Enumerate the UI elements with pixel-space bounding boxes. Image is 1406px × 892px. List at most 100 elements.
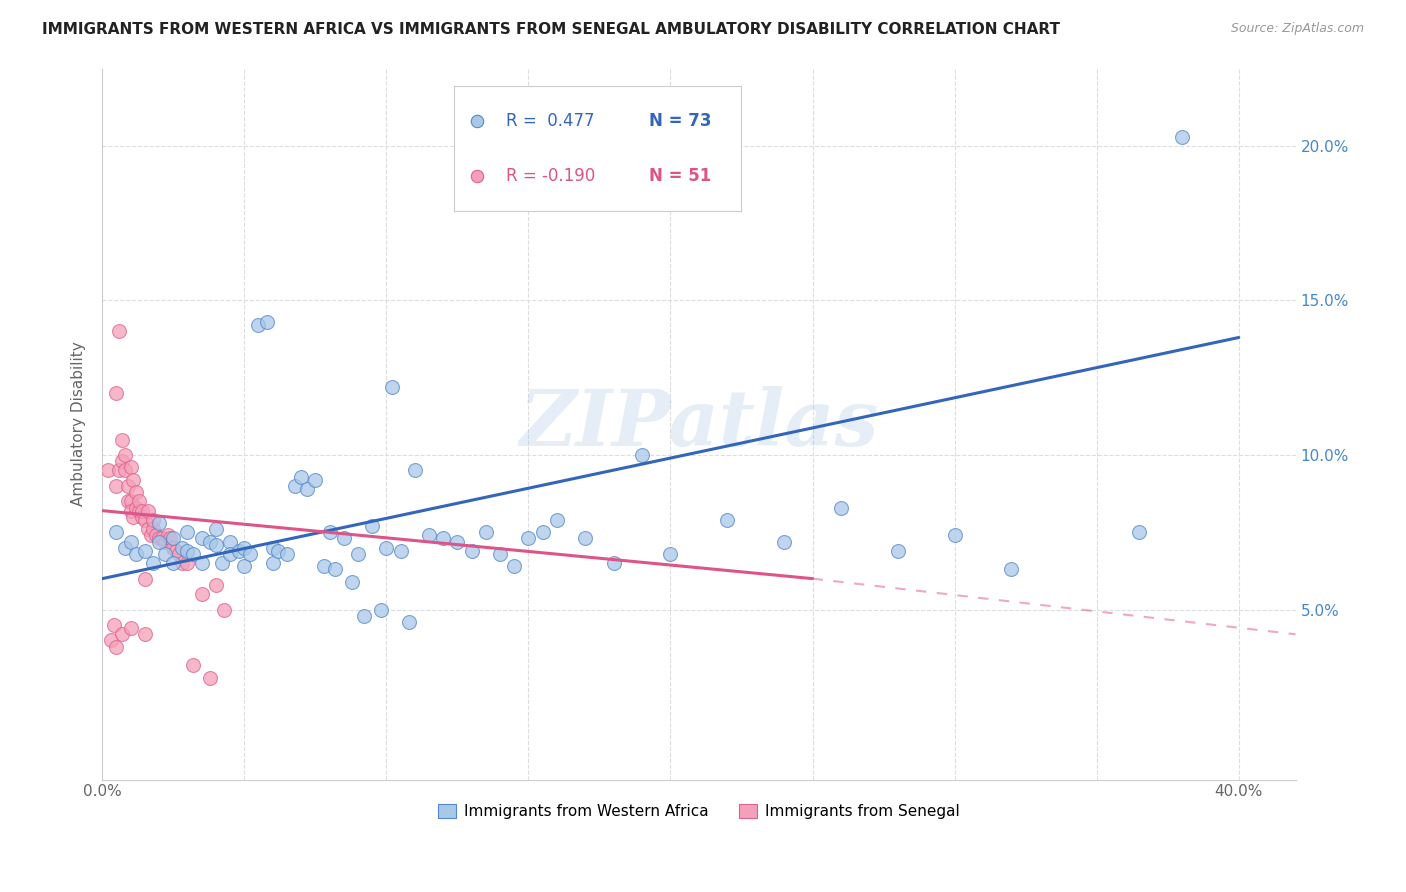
Point <box>460 544 482 558</box>
Point <box>290 469 312 483</box>
Point <box>176 544 198 558</box>
Point <box>105 479 128 493</box>
Point <box>103 618 125 632</box>
Point <box>375 541 398 555</box>
Point <box>830 500 852 515</box>
Point <box>404 463 426 477</box>
Point <box>574 532 596 546</box>
Point <box>239 547 262 561</box>
Point <box>145 528 167 542</box>
Point <box>111 454 134 468</box>
Point <box>190 587 212 601</box>
Point <box>167 547 190 561</box>
Point <box>128 494 150 508</box>
Point <box>190 532 212 546</box>
Point <box>233 559 256 574</box>
Text: ZIPatlas: ZIPatlas <box>519 386 879 462</box>
Point <box>108 324 131 338</box>
Point <box>517 532 540 546</box>
Point <box>546 513 568 527</box>
Point <box>114 463 136 477</box>
Point <box>312 559 335 574</box>
Point <box>211 556 233 570</box>
Point <box>136 522 159 536</box>
Point <box>418 528 440 542</box>
Point <box>120 503 142 517</box>
Point <box>716 513 738 527</box>
Point <box>159 532 181 546</box>
Point <box>114 448 136 462</box>
Point <box>347 547 370 561</box>
Point <box>295 482 318 496</box>
Point <box>148 516 170 530</box>
Point <box>176 556 198 570</box>
Point <box>531 525 554 540</box>
Point <box>125 500 148 515</box>
Point <box>120 494 142 508</box>
Point <box>134 513 156 527</box>
Y-axis label: Ambulatory Disability: Ambulatory Disability <box>72 342 86 507</box>
Point <box>233 541 256 555</box>
Point <box>262 556 284 570</box>
Point <box>228 544 250 558</box>
Point <box>176 525 198 540</box>
Point <box>659 547 682 561</box>
Point <box>122 473 145 487</box>
Point <box>134 627 156 641</box>
Point <box>139 528 162 542</box>
Point <box>165 544 187 558</box>
Point <box>162 556 184 570</box>
Point <box>142 556 165 570</box>
Point <box>131 503 153 517</box>
Point <box>100 633 122 648</box>
Point <box>446 534 468 549</box>
Point <box>128 503 150 517</box>
Point <box>1171 129 1194 144</box>
Point <box>162 532 184 546</box>
Point <box>120 621 142 635</box>
Point <box>267 544 290 558</box>
Point <box>170 541 193 555</box>
Point <box>142 522 165 536</box>
Point <box>117 494 139 508</box>
Point <box>342 574 364 589</box>
Point <box>125 547 148 561</box>
Point <box>134 572 156 586</box>
Point <box>219 534 242 549</box>
Point <box>205 578 228 592</box>
Point <box>1000 562 1022 576</box>
Point <box>117 479 139 493</box>
Point <box>148 534 170 549</box>
Point <box>111 627 134 641</box>
Point <box>887 544 910 558</box>
Point <box>134 544 156 558</box>
Point <box>1128 525 1150 540</box>
Point <box>284 479 307 493</box>
Point <box>262 541 284 555</box>
Text: Source: ZipAtlas.com: Source: ZipAtlas.com <box>1230 22 1364 36</box>
Point <box>136 503 159 517</box>
Point <box>323 562 346 576</box>
Point <box>398 615 420 629</box>
Legend: Immigrants from Western Africa, Immigrants from Senegal: Immigrants from Western Africa, Immigran… <box>432 798 966 825</box>
Point <box>602 556 624 570</box>
Point <box>105 640 128 654</box>
Point <box>370 602 392 616</box>
Point <box>120 534 142 549</box>
Point <box>304 473 326 487</box>
Point <box>432 532 454 546</box>
Point <box>153 547 176 561</box>
Point <box>162 541 184 555</box>
Point <box>256 315 278 329</box>
Point <box>120 460 142 475</box>
Point <box>198 671 221 685</box>
Point <box>198 534 221 549</box>
Point <box>148 532 170 546</box>
Point <box>114 541 136 555</box>
Point <box>156 528 179 542</box>
Point <box>247 318 270 332</box>
Point <box>205 522 228 536</box>
Point <box>361 519 384 533</box>
Point <box>181 658 204 673</box>
Point <box>181 547 204 561</box>
